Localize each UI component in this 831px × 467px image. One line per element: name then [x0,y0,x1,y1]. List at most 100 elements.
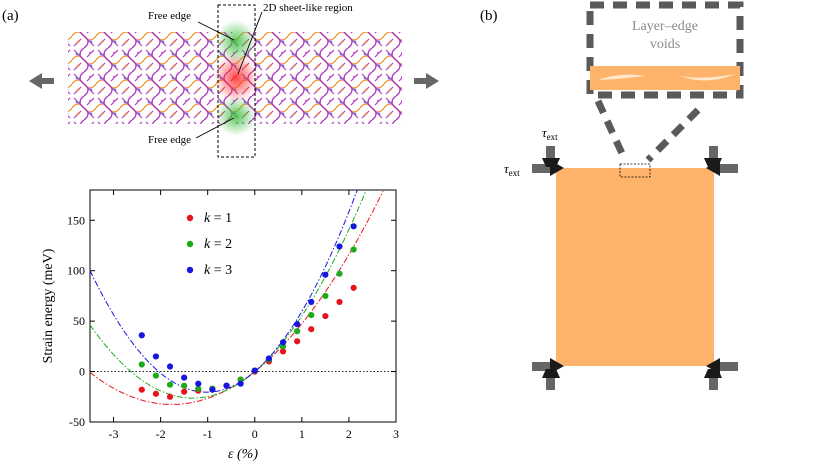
arrow-right-icon [414,73,439,89]
arrow-shaft-vertical [709,146,718,164]
shear-arrowhead-icon [542,158,560,167]
x-tick-label: 0 [252,427,258,441]
y-tick-label: 50 [73,314,85,328]
data-point [181,388,188,395]
axis-ticks: -3 -2 -1 0 1 2 3 -50 0 50 100 150 [67,190,399,441]
arrow-shaft-vertical [709,372,718,390]
x-tick-label: -2 [156,427,166,441]
shear-arrows-top-right [704,146,738,176]
data-point [166,381,174,388]
data-point [138,386,145,393]
zoom-line-left [594,99,629,162]
data-point [294,338,301,345]
sheet-region-pointer [237,11,263,75]
arrow-shaft-vertical [546,372,555,390]
data-point [322,271,329,278]
shear-arrows-top-left [532,146,564,176]
x-tick-label: 3 [393,427,399,441]
data-point [223,382,230,389]
data-point [181,382,188,389]
tau-symbol: τ [504,161,510,176]
tau-ext-left-label: τext [504,161,520,178]
legend-label-variable: k [204,211,211,226]
data-point [166,363,174,370]
x-tick-label: 2 [346,427,352,441]
shear-arrows-bottom-left [532,358,564,390]
data-point [251,367,258,374]
plot-frame [89,189,397,423]
data-point [322,292,329,300]
y-tick-label: 150 [67,213,85,227]
void-inset: Layer–edge voids [586,1,744,163]
data-point [237,380,244,387]
data-point [294,328,301,335]
free-edge-lower-pointer [195,117,235,139]
data-point [294,321,301,328]
data-point [195,380,202,387]
legend-label: k = 2 [204,237,232,252]
panel-a-label: (a) [2,8,19,24]
inset-frame [586,1,744,99]
data-point [265,355,272,362]
zoom-line-right [645,107,701,163]
lattice-illustration: Free edge 2D sheet-like region Free edge [29,2,439,158]
tau-subscript: ext [547,132,558,142]
inset-text-line2: voids [650,37,680,52]
shear-arrowhead-icon [704,158,722,167]
data-point [152,353,160,360]
arrow-shaft-vertical [546,146,555,164]
void-left [598,74,645,80]
legend-marker [186,266,194,274]
arrow-shaft-horizontal [720,362,738,371]
data-point [308,311,315,319]
data-point [350,284,357,291]
strain-glow-bottom [216,96,256,136]
data-point [195,385,202,392]
data-point [166,393,174,400]
data-point [138,361,145,368]
sheet-region-box [217,4,256,158]
free-edge-upper-pointer [197,21,235,41]
panel-b-label: (b) [480,8,498,24]
x-tick-label: 1 [299,427,305,441]
legend: k = 1k = 2k = 3 [186,211,232,278]
fit-curve [89,190,358,393]
y-tick-label: 100 [67,264,85,278]
inset-text-line1: Layer–edge [632,19,698,34]
shear-arrows-bottom-right [704,358,738,390]
fit-curve [89,190,384,405]
tau-ext-top-label: τext [542,125,558,142]
arrow-shaft-horizontal [532,362,550,371]
legend-marker [186,240,194,248]
data-point [336,243,343,250]
data-point [181,374,188,381]
data-point [322,312,329,320]
shear-arrowhead-icon [704,369,722,378]
strain-glow-center [214,54,258,102]
sheet-region-label: 2D sheet-like region [263,2,353,14]
free-edge-upper-label: Free edge [148,10,191,22]
data-point [152,390,160,397]
slab-schematic: τext τext [504,125,738,390]
legend-label-value: = 2 [210,237,232,252]
legend-label-value: = 1 [210,211,232,226]
legend-label-variable: k [204,237,211,252]
arrow-left-icon [29,73,54,89]
data-points [138,223,357,400]
legend-label: k = 1 [204,211,232,226]
shear-arrowhead-icon [542,369,560,378]
zoom-source-box [619,163,651,178]
y-axis-label: Strain energy (meV) [41,248,56,363]
legend-marker [186,214,194,222]
y-tick-label: 0 [79,365,85,379]
free-edge-lower-label: Free edge [148,134,191,146]
void-right [680,74,735,81]
data-point [336,298,343,306]
legend-label-variable: k [204,263,211,278]
fit-curves [89,190,384,405]
data-point [350,223,357,230]
data-point [350,246,357,253]
orange-slab [556,168,714,366]
